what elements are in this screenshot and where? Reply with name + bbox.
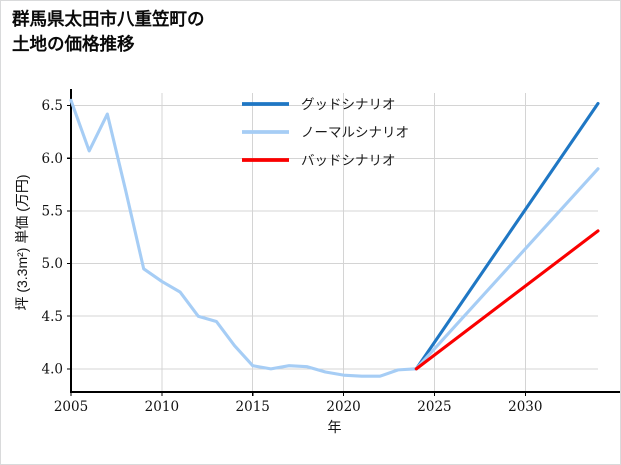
page-title: 群馬県太田市八重笠町の 土地の価格推移 <box>12 9 205 54</box>
axis-ticks: 4.0 4.5 5.0 5.5 6.0 6.5 2005 2010 2015 2020 2025 20… <box>42 98 543 415</box>
x-tick-label: 2010 <box>145 399 179 415</box>
x-tick-label: 2015 <box>236 399 270 415</box>
y-axis-title: 坪 (3.3m²) 単価 (万円) <box>14 174 30 310</box>
y-tick-label: 5.0 <box>42 256 63 272</box>
legend-label-バッドシナリオ: バッドシナリオ <box>301 153 396 168</box>
legend-label-ノーマルシナリオ: ノーマルシナリオ <box>301 125 409 140</box>
y-tick-label: 4.5 <box>42 309 63 325</box>
x-tick-label: 2030 <box>508 399 542 415</box>
data-series-group <box>69 98 600 378</box>
series-line-実績 <box>69 98 418 378</box>
y-tick-label: 6.0 <box>42 151 63 167</box>
y-tick-label: 5.5 <box>42 204 63 220</box>
x-axis-title: 年 <box>328 419 342 435</box>
x-tick-label: 2025 <box>417 399 451 415</box>
series-line-バッドシナリオ <box>414 229 600 371</box>
legend-label-グッドシナリオ: グッドシナリオ <box>301 97 396 112</box>
x-tick-label: 2020 <box>326 399 360 415</box>
y-tick-label: 6.5 <box>42 98 63 114</box>
axis-titles: 年 坪 (3.3m²) 単価 (万円) <box>14 174 342 435</box>
series-line-グッドシナリオ <box>414 101 600 371</box>
series-line-ノーマルシナリオ <box>414 167 600 371</box>
x-tick-label: 2005 <box>54 399 88 415</box>
y-tick-label: 4.0 <box>42 361 63 377</box>
